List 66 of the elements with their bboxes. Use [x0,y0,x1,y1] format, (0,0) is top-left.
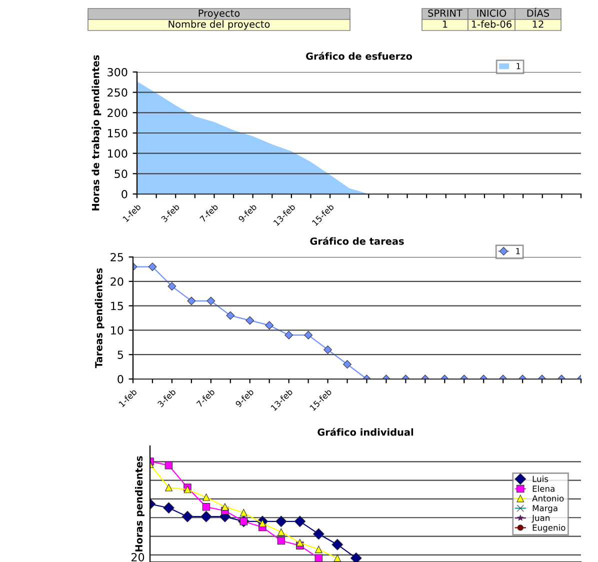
point [304,330,313,340]
point [168,282,176,290]
legend-label: Eugenio [532,524,566,532]
text: 20 [132,552,144,562]
point [202,494,210,501]
point [265,321,274,330]
y-axis-title: Horas pendientes [135,456,144,552]
point [350,552,362,562]
y-tick-label: 10 [111,326,124,335]
chart-title: Gráfico individual [318,428,414,436]
point [240,509,248,516]
legend-label: 1 [516,248,520,254]
point [202,503,210,511]
y-tick-label: 0 [118,374,124,384]
legend-label: Juan [532,514,550,523]
chart-title: Gráfico de tareas [310,236,404,245]
text: 1 [442,20,448,28]
point [187,296,196,306]
point [148,262,157,271]
text: INICIO [477,9,506,17]
y-tick-label: 200 [108,108,128,118]
point [332,538,344,550]
point [246,316,254,325]
point [200,510,212,522]
text: 1-feb-06 [472,20,512,28]
y-tick-label: 20 [110,277,124,286]
point [163,502,174,514]
point [324,346,332,354]
y-tick-label: 50 [114,170,128,178]
point [314,554,323,562]
y-tick-label: 150 [108,128,128,138]
chart-title: Gráfico de esfuerzo [306,52,412,60]
point [275,516,287,528]
legend-label: Luis [532,476,548,482]
point [182,510,194,522]
point [284,330,294,340]
point [312,528,324,540]
y-axis-title: Horas de trabajo pendientes [92,55,102,210]
point [221,503,229,511]
point [294,516,306,528]
legend-label: Elena [532,485,554,492]
legend-label: 1 [516,63,520,70]
y-tick-label: 100 [108,149,128,158]
text: Nombre del proyecto [168,20,270,30]
point [277,528,285,536]
point [314,546,322,554]
legend-label: Antonio [532,495,564,502]
point [277,536,286,545]
text: SPRINT [428,9,462,17]
legend-label: Marga [532,505,558,513]
text: DÍAS [527,8,550,17]
y-tick-label: 15 [111,302,123,310]
text: Proyecto [198,10,240,19]
point [334,554,342,562]
point [165,484,172,492]
point [206,296,216,306]
y-tick-label: 25 [110,252,123,262]
point [164,461,173,470]
text: 12 [532,20,544,28]
y-tick-label: 0 [122,190,128,198]
point [226,311,235,320]
point [296,538,304,546]
y-tick-label: 5 [118,350,123,359]
y-tick-label: 300 [108,68,128,76]
y-tick-label: 250 [108,88,128,97]
y-axis-title: Tareas pendientes [94,268,104,368]
